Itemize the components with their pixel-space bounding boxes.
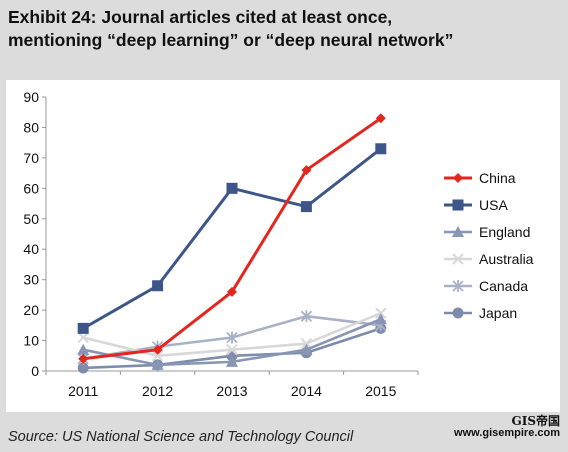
legend-marker-japan [452, 307, 464, 319]
data-point-usa [77, 322, 89, 334]
y-tick-label: 50 [23, 211, 39, 227]
x-tick-label: 2014 [291, 383, 322, 399]
watermark-logo: GIS帝国 [511, 414, 560, 428]
y-tick-label: 80 [23, 119, 39, 135]
data-point-england [77, 343, 90, 355]
legend-label-canada: Canada [479, 278, 528, 294]
data-point-china [375, 113, 386, 124]
legend-label-usa: USA [479, 197, 508, 213]
data-point-england [300, 343, 313, 355]
chart-title-line-1: Exhibit 24: Journal articles cited at le… [8, 7, 393, 27]
legend-marker-canada [452, 280, 464, 292]
data-point-canada [300, 310, 313, 323]
series-line-china [83, 117, 382, 361]
x-tick-label: 2015 [365, 383, 396, 399]
line-chart: 0 10 20 30 40 50 60 70 80 90 2011 2012 2013 2014 2015 C… [23, 89, 534, 399]
data-point-usa [152, 280, 164, 292]
y-tick-label: 70 [23, 150, 39, 166]
y-tick-label: 60 [23, 180, 39, 196]
plot-panel: 0 10 20 30 40 50 60 70 80 90 2011 2012 2013 2014 2015 C… [6, 80, 560, 412]
data-point-australia [77, 331, 89, 344]
legend-marker-china [453, 173, 463, 183]
y-tick-label: 10 [23, 333, 39, 349]
y-tick-label: 0 [31, 363, 39, 379]
legend-label-japan: Japan [479, 305, 517, 321]
legend-label-england: England [479, 224, 530, 240]
source-note: Source: US National Science and Technolo… [8, 429, 354, 445]
data-point-china [152, 344, 163, 355]
data-point-australia [226, 343, 238, 356]
x-tick-label: 2011 [68, 383, 98, 399]
data-point-china [78, 353, 89, 364]
y-tick-label: 90 [23, 89, 39, 105]
y-tick-label: 40 [23, 241, 39, 257]
legend-label-australia: Australia [479, 251, 534, 267]
data-point-australia [375, 307, 387, 319]
x-tick-label: 2012 [142, 383, 173, 399]
data-point-england [374, 313, 387, 325]
chart-title-line-2: mentioning “deep learning” or “deep neur… [8, 30, 454, 50]
watermark: GIS帝国 www.gisempire.com [454, 415, 560, 439]
data-point-china [227, 286, 237, 297]
data-point-england [226, 355, 238, 367]
legend-label-china: China [479, 170, 516, 186]
y-tick-label: 20 [23, 302, 39, 318]
watermark-url: www.gisempire.com [454, 427, 560, 439]
chart-title: Exhibit 24: Journal articles cited at le… [8, 6, 563, 52]
data-point-usa [300, 201, 312, 213]
data-point-china [301, 165, 312, 176]
legend-marker-usa [452, 199, 464, 211]
data-point-canada [226, 331, 238, 344]
legend-marker-england [452, 226, 464, 237]
data-point-usa [226, 182, 238, 194]
y-tick-label: 30 [23, 272, 39, 288]
data-point-australia [151, 350, 164, 362]
series-line-usa [82, 147, 382, 330]
data-point-usa [375, 143, 387, 155]
x-tick-label: 2013 [216, 383, 247, 399]
legend-marker-australia [452, 253, 464, 265]
data-point-england [151, 358, 164, 370]
data-point-japan [77, 362, 89, 374]
